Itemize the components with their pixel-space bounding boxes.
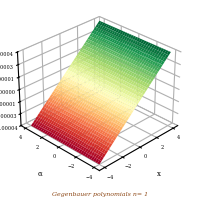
- Y-axis label: α: α: [38, 170, 42, 178]
- X-axis label: x: x: [157, 170, 161, 178]
- Text: Gegenbauer polynomials n= 1: Gegenbauer polynomials n= 1: [52, 192, 148, 197]
